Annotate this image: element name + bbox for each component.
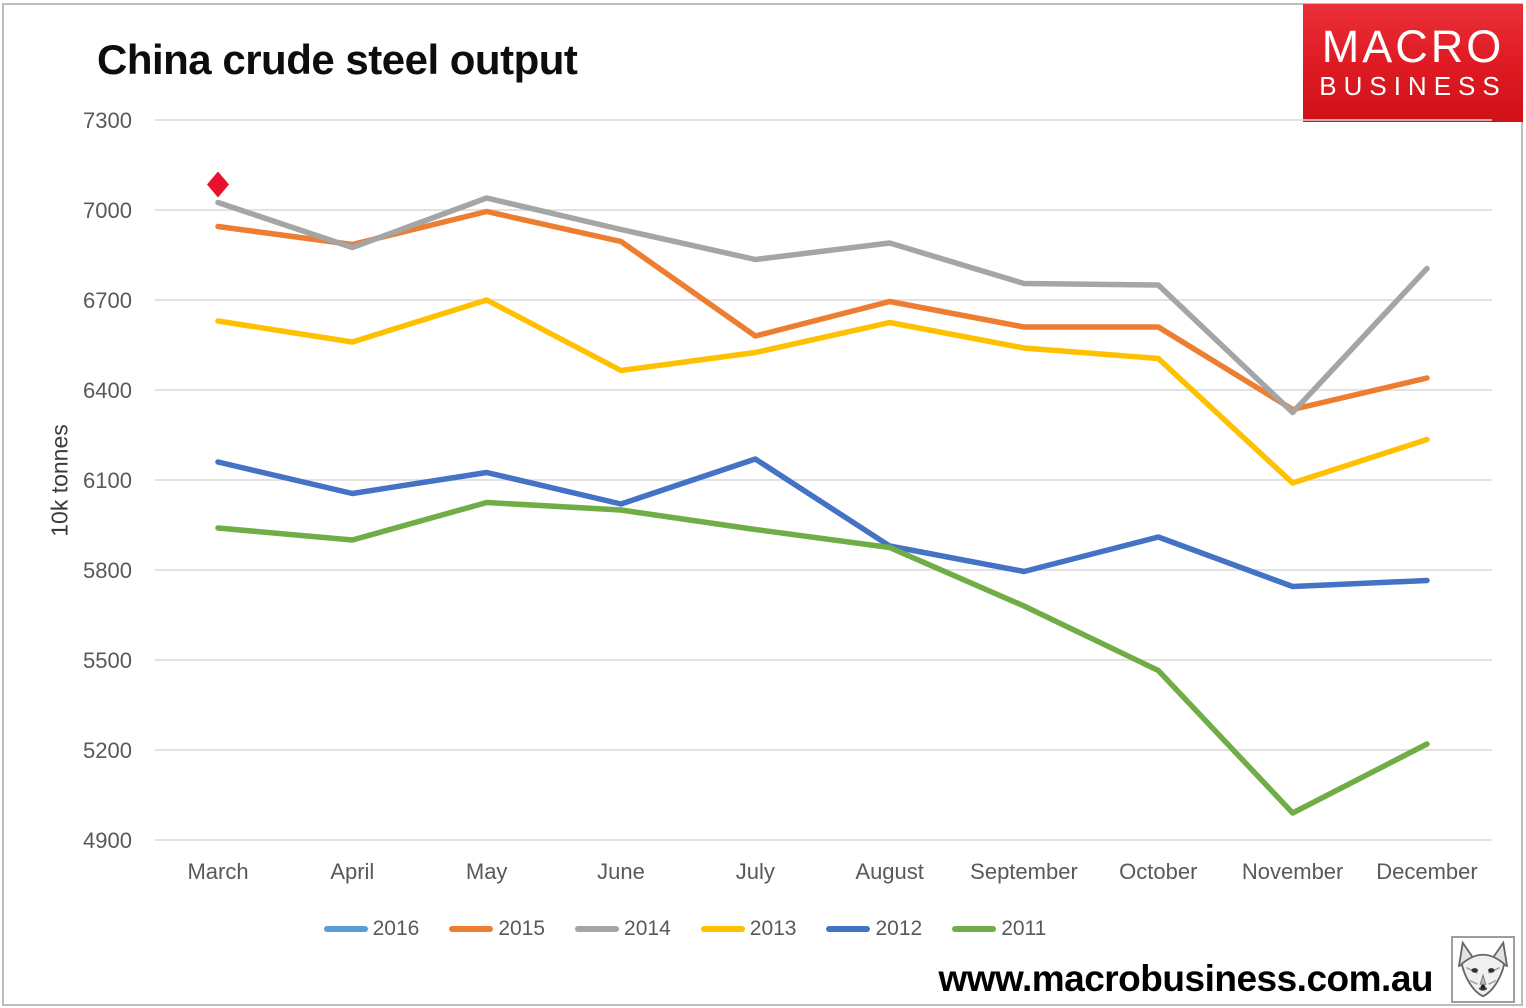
y-axis-title: 10k tonnes	[46, 424, 73, 537]
fox-logo	[1451, 936, 1515, 1003]
legend-swatch-2013	[700, 926, 745, 932]
legend-item-2012: 2012	[826, 917, 922, 941]
series-line-2015	[215, 208, 1430, 413]
y-tick-label: 4900	[83, 828, 132, 853]
legend-item-2015: 2015	[449, 917, 545, 941]
legend-item-2011: 2011	[952, 917, 1046, 941]
x-tick-label: April	[330, 859, 374, 884]
x-tick-label: December	[1376, 859, 1477, 884]
website-url: www.macrobusiness.com.au	[938, 958, 1433, 999]
x-tick-label: May	[466, 859, 508, 884]
x-tick-label: June	[597, 859, 645, 884]
y-tick-label: 6700	[83, 288, 132, 313]
legend-item-2014: 2014	[575, 917, 671, 941]
legend-swatch-2014	[575, 926, 620, 932]
logo-text-macro: MACRO	[1321, 21, 1505, 72]
legend-item-2013: 2013	[700, 917, 797, 941]
series-line-2013	[215, 297, 1430, 486]
legend-label-2012: 2012	[875, 917, 923, 940]
legend-swatch-2016	[323, 926, 368, 932]
y-tick-label: 6100	[83, 468, 132, 493]
x-tick-label: October	[1119, 859, 1197, 884]
series-line-2012	[215, 456, 1430, 590]
x-tick-label: September	[970, 859, 1078, 884]
legend-swatch-2015	[449, 926, 494, 932]
y-tick-label: 5800	[83, 558, 132, 583]
x-tick-label: November	[1242, 859, 1343, 884]
logo-text-business: BUSINESS	[1319, 71, 1507, 101]
macrobusiness-logo: MACRO BUSINESS	[1303, 4, 1523, 122]
chart-title: China crude steel output	[97, 36, 578, 83]
legend-label-2011: 2011	[1001, 917, 1047, 940]
page-frame	[2, 3, 1523, 1006]
legend-item-2016: 2016	[323, 917, 420, 941]
y-tick-label: 7300	[83, 108, 132, 133]
legend-label-2013: 2013	[749, 917, 797, 940]
legend-swatch-2011	[952, 926, 997, 932]
marker-2016-diamond	[207, 171, 229, 198]
y-tick-label: 7000	[83, 198, 132, 223]
legend-label-2016: 2016	[372, 917, 420, 940]
y-tick-label: 5500	[83, 648, 132, 673]
legend-label-2015: 2015	[498, 917, 546, 940]
series-line-2014	[215, 195, 1430, 416]
fox-head-icon	[1457, 940, 1509, 998]
y-tick-label: 6400	[83, 378, 132, 403]
series-line-2011	[215, 499, 1430, 816]
chart-legend: 2016 2015 2014 2013 2012 2011	[0, 913, 1370, 945]
x-tick-label: March	[187, 859, 248, 884]
y-tick-label: 5200	[83, 738, 132, 763]
legend-label-2014: 2014	[624, 917, 671, 940]
x-tick-label: July	[736, 859, 775, 884]
x-tick-label: August	[855, 859, 924, 884]
legend-swatch-2012	[826, 926, 871, 932]
